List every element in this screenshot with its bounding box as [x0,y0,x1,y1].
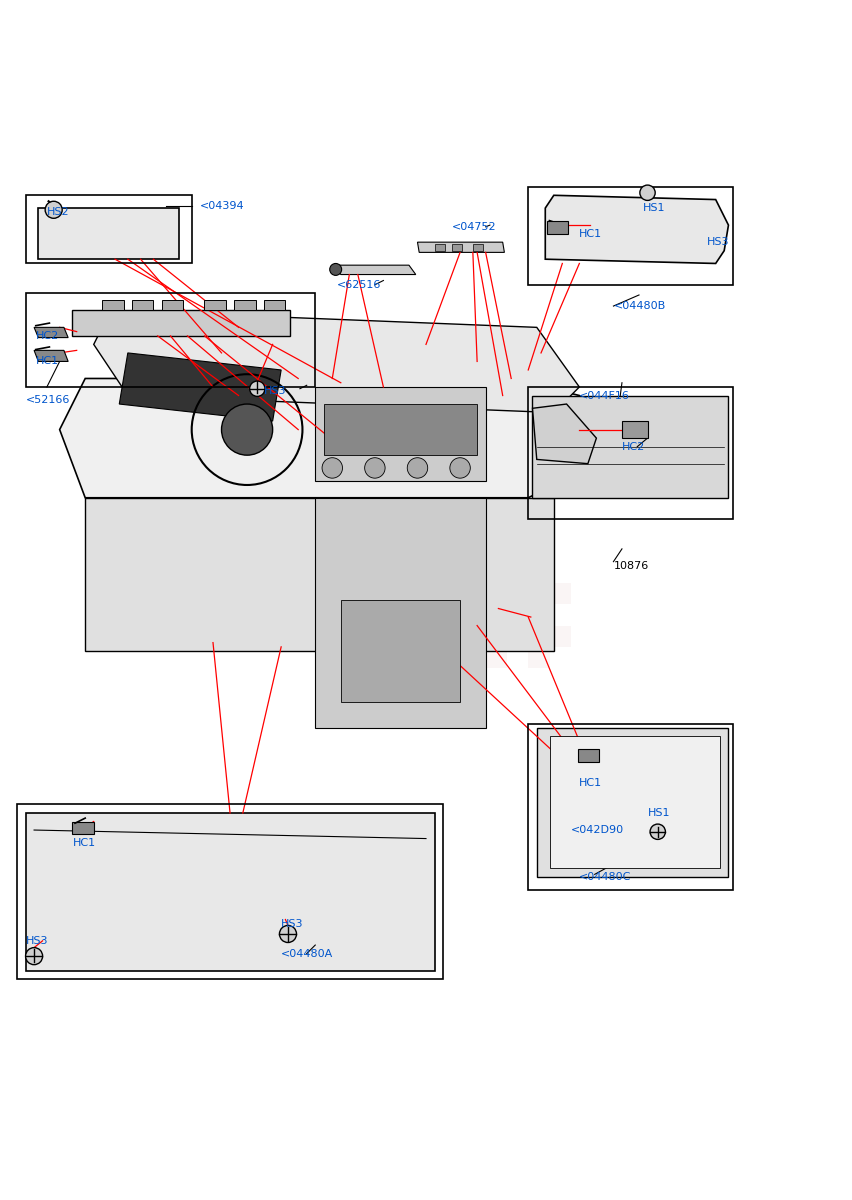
Text: HS1: HS1 [648,808,670,818]
Text: HC2: HC2 [36,331,59,341]
Polygon shape [532,396,728,498]
Bar [464,625,486,647]
Bar [507,625,528,647]
Text: HC1: HC1 [579,229,602,239]
Circle shape [365,457,385,478]
Circle shape [322,457,343,478]
Polygon shape [537,727,728,877]
Bar [486,647,507,668]
Bar [550,625,571,647]
Circle shape [650,824,665,840]
Bar [622,421,648,438]
Bar [528,386,733,520]
Text: HS3: HS3 [264,386,286,396]
Bar [26,196,192,264]
Circle shape [250,382,265,396]
Circle shape [640,185,655,200]
Text: <04394: <04394 [200,202,245,211]
Polygon shape [334,265,416,275]
Bar [341,600,460,702]
Circle shape [330,264,342,275]
Circle shape [407,457,428,478]
Bar [132,300,153,311]
Text: HS3: HS3 [26,936,48,946]
Bar [324,404,477,455]
Polygon shape [38,208,179,259]
Text: HC1: HC1 [36,356,59,366]
Bar [578,749,599,762]
Bar [435,244,445,251]
Bar [162,300,183,311]
Text: <62516: <62516 [337,280,381,289]
Polygon shape [315,386,486,481]
Bar [17,804,443,979]
Text: HC2: HC2 [622,442,645,451]
Bar [507,583,528,605]
Polygon shape [34,328,68,337]
Bar [234,300,256,311]
Circle shape [26,948,43,965]
Text: <044F16: <044F16 [579,390,630,401]
Bar [204,300,226,311]
Text: saudara: saudara [159,592,488,660]
Bar [528,724,733,889]
Bar [486,605,507,625]
Circle shape [279,925,296,942]
Bar [264,300,285,311]
Text: HS2: HS2 [47,208,70,217]
Polygon shape [119,353,281,421]
Polygon shape [315,498,486,727]
Bar [528,605,550,625]
Bar [452,244,462,251]
Text: HS1: HS1 [643,203,665,214]
Polygon shape [532,404,596,463]
Text: <04752: <04752 [452,222,496,232]
Text: HC1: HC1 [579,778,602,788]
Bar [547,221,568,234]
Circle shape [222,404,273,455]
Bar [443,605,464,625]
Polygon shape [72,311,290,336]
Text: <04480C: <04480C [579,872,631,882]
Text: <52166: <52166 [26,395,70,404]
Bar [26,293,315,386]
Bar [72,822,94,834]
Text: HS3: HS3 [281,919,303,929]
Polygon shape [550,737,720,869]
Bar [550,583,571,605]
Bar [473,244,483,251]
Bar [443,647,464,668]
Polygon shape [94,311,579,413]
Polygon shape [545,196,728,264]
Text: HS3: HS3 [707,238,729,247]
Bar [102,300,124,311]
Polygon shape [85,498,554,652]
Text: <04480B: <04480B [613,301,665,311]
Polygon shape [26,814,435,971]
Text: HC1: HC1 [72,838,95,848]
Text: 10876: 10876 [613,560,648,571]
Polygon shape [60,378,613,498]
Text: <04480A: <04480A [281,948,333,959]
Bar [528,647,550,668]
Polygon shape [34,350,68,361]
Polygon shape [417,242,504,252]
Circle shape [45,202,62,218]
Bar [528,187,733,284]
Bar [464,583,486,605]
Text: <042D90: <042D90 [571,826,624,835]
Circle shape [450,457,470,478]
